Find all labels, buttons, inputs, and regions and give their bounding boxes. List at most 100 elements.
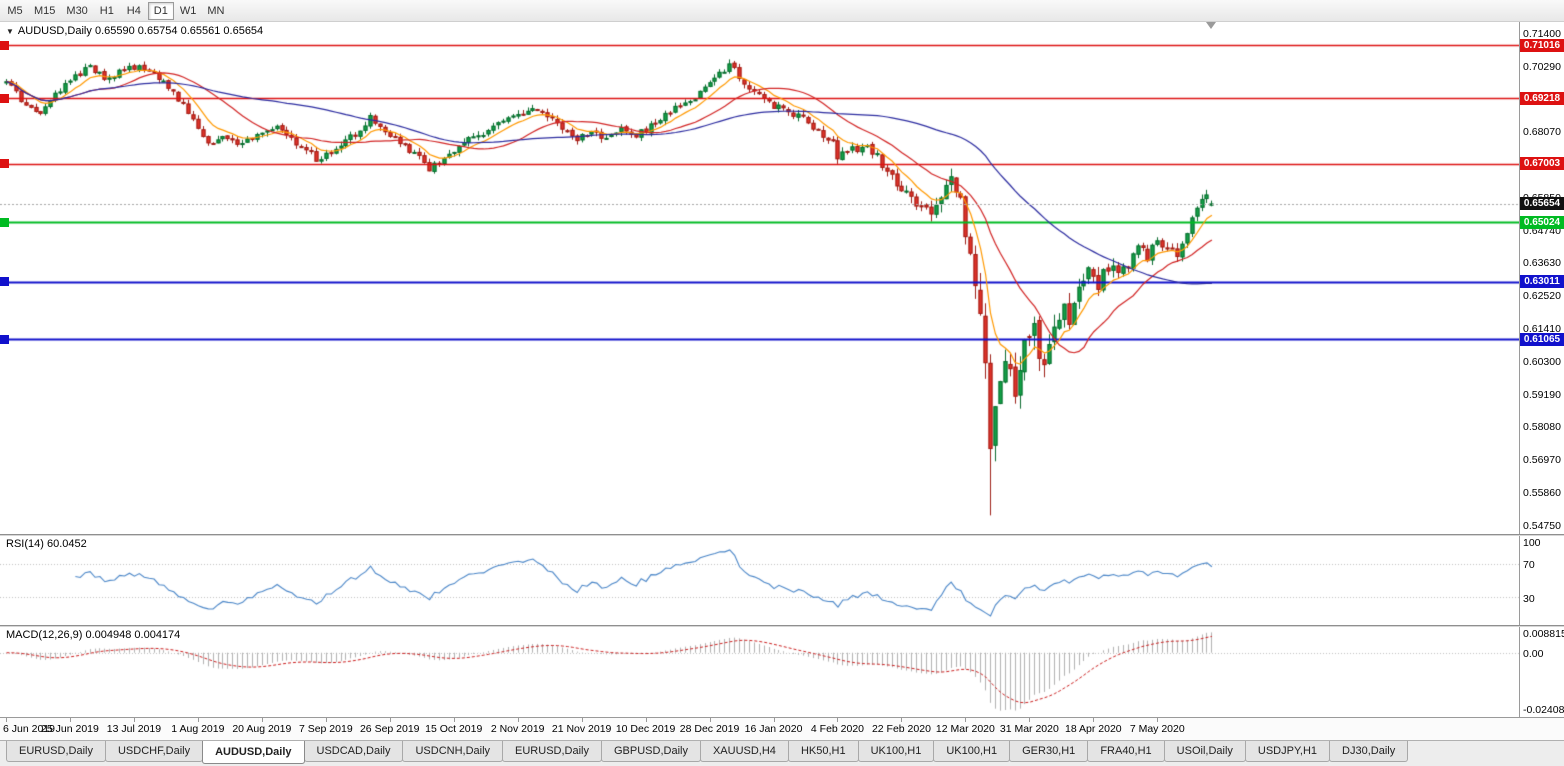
x-axis-label: 13 Jul 2019 xyxy=(106,723,162,735)
current-price-tag: 0.65654 xyxy=(1520,197,1564,211)
panel-splitter[interactable] xyxy=(0,534,1564,536)
y-axis-label: 0.55860 xyxy=(1523,486,1561,499)
tab-usdchf-daily[interactable]: USDCHF,Daily xyxy=(104,741,204,762)
time-axis-tick xyxy=(6,718,7,722)
level-left-tag[interactable] xyxy=(0,40,9,50)
y-axis-label: 0.63630 xyxy=(1523,257,1561,270)
tab-usdcnh-daily[interactable]: USDCNH,Daily xyxy=(402,741,504,762)
rsi-panel: RSI(14) 60.0452 xyxy=(0,536,1564,625)
tab-eurusd-daily[interactable]: EURUSD,Daily xyxy=(6,741,106,762)
level-price-tag: 0.61065 xyxy=(1520,332,1564,346)
level-price-tag: 0.63011 xyxy=(1520,275,1564,289)
chart-title: ▼ AUDUSD,Daily 0.65590 0.65754 0.65561 0.… xyxy=(6,25,263,37)
y-axis-label: 0.71400 xyxy=(1523,27,1561,40)
price-axis-line xyxy=(1519,22,1520,718)
chart-shift-marker[interactable] xyxy=(1206,22,1217,29)
x-axis-label: 7 May 2020 xyxy=(1129,723,1185,735)
timeframe-m30[interactable]: M30 xyxy=(66,4,88,17)
tab-xauusd-h4[interactable]: XAUUSD,H4 xyxy=(699,741,789,762)
level-left-tag[interactable] xyxy=(0,277,9,287)
x-axis-label: 1 Aug 2019 xyxy=(171,723,225,735)
rsi-axis-label: 30 xyxy=(1523,592,1535,605)
tab-usdjpy-h1[interactable]: USDJPY,H1 xyxy=(1244,741,1331,762)
x-axis-label: 18 Apr 2020 xyxy=(1064,723,1122,735)
time-axis-tick xyxy=(965,718,966,722)
tab-usoil-daily[interactable]: USOil,Daily xyxy=(1163,741,1246,762)
x-axis-label: 28 Dec 2019 xyxy=(679,723,740,735)
x-axis-label: 2 Nov 2019 xyxy=(490,723,545,735)
time-axis-tick xyxy=(70,718,71,722)
time-axis-tick xyxy=(134,718,135,722)
time-axis-tick xyxy=(518,718,519,722)
macd-axis-max-label: 0.008815 xyxy=(1523,628,1564,640)
y-axis-label: 0.61410 xyxy=(1523,322,1561,335)
y-axis-label: 0.58080 xyxy=(1523,421,1561,434)
x-axis-label: 26 Sep 2019 xyxy=(359,723,420,735)
x-axis-label: 7 Sep 2019 xyxy=(298,723,353,735)
x-axis-label: 4 Feb 2020 xyxy=(810,723,865,735)
main-chart-panel: ▼ AUDUSD,Daily 0.65590 0.65754 0.65561 0.… xyxy=(0,22,1564,534)
timeframe-h4[interactable]: H4 xyxy=(126,4,141,17)
tab-uk100-h1[interactable]: UK100,H1 xyxy=(933,741,1011,762)
tab-dj30-daily[interactable]: DJ30,Daily xyxy=(1329,741,1409,762)
rsi-axis-label: 70 xyxy=(1523,558,1535,571)
time-axis-tick xyxy=(390,718,391,722)
macd-label: MACD(12,26,9) 0.004948 0.004174 xyxy=(6,629,181,641)
tab-ger30-h1[interactable]: GER30,H1 xyxy=(1009,741,1089,762)
time-axis-tick xyxy=(710,718,711,722)
macd-axis-min-label: -0.024082 xyxy=(1523,704,1564,716)
level-left-tag[interactable] xyxy=(0,159,9,169)
macd-canvas[interactable] xyxy=(0,627,1519,717)
timeframe-mn[interactable]: MN xyxy=(207,4,225,17)
y-axis-label: 0.60300 xyxy=(1523,355,1561,368)
x-axis-label: 6 Jun 2019 xyxy=(3,723,55,735)
timeframe-d1[interactable]: D1 xyxy=(147,1,174,20)
tab-eurusd-daily[interactable]: EURUSD,Daily xyxy=(502,741,602,762)
main-chart-canvas[interactable] xyxy=(0,22,1519,534)
tab-fra40-h1[interactable]: FRA40,H1 xyxy=(1087,741,1165,762)
timeframe-toolbar: M5 M15 M30 H1 H4 D1 W1 MN xyxy=(0,0,1564,22)
tab-hk50-h1[interactable]: HK50,H1 xyxy=(787,741,859,762)
level-left-tag[interactable] xyxy=(0,334,9,344)
time-axis-tick xyxy=(326,718,327,722)
time-axis-tick xyxy=(582,718,583,722)
time-axis[interactable]: 6 Jun 2019 25 Jun 2019 13 Jul 2019 1 Aug 20… xyxy=(0,718,1564,740)
symbol-dropdown-icon[interactable]: ▼ xyxy=(6,27,14,36)
time-axis-tick xyxy=(1157,718,1158,722)
tab-uk100-h1[interactable]: UK100,H1 xyxy=(857,741,935,762)
level-price-tag: 0.69218 xyxy=(1520,91,1564,105)
x-axis-label: 16 Jan 2020 xyxy=(744,723,803,735)
time-axis-line xyxy=(0,717,1564,718)
x-axis-label: 15 Oct 2019 xyxy=(425,723,483,735)
y-axis-label: 0.59190 xyxy=(1523,388,1561,401)
y-axis-label: 0.68070 xyxy=(1523,126,1561,139)
time-axis-tick xyxy=(198,718,199,722)
level-price-tag: 0.71016 xyxy=(1520,38,1564,52)
x-axis-label: 12 Mar 2020 xyxy=(935,723,995,735)
x-axis-label: 21 Nov 2019 xyxy=(551,723,612,735)
tab-audusd-daily[interactable]: AUDUSD,Daily xyxy=(202,741,305,764)
tab-gbpusd-daily[interactable]: GBPUSD,Daily xyxy=(601,741,701,762)
level-left-tag[interactable] xyxy=(0,93,9,103)
time-axis-tick xyxy=(774,718,775,722)
rsi-canvas[interactable] xyxy=(0,536,1519,625)
timeframe-h1[interactable]: H1 xyxy=(99,4,114,17)
x-axis-label: 10 Dec 2019 xyxy=(615,723,676,735)
macd-panel: MACD(12,26,9) 0.004948 0.004174 xyxy=(0,627,1564,717)
y-axis-label: 0.62520 xyxy=(1523,290,1561,303)
time-axis-tick xyxy=(901,718,902,722)
y-axis-label: 0.56970 xyxy=(1523,454,1561,467)
timeframe-m5[interactable]: M5 xyxy=(7,4,23,17)
level-price-tag: 0.67003 xyxy=(1520,157,1564,171)
timeframe-m15[interactable]: M15 xyxy=(34,4,56,17)
level-left-tag[interactable] xyxy=(0,217,9,227)
time-axis-tick xyxy=(1029,718,1030,722)
timeframe-w1[interactable]: W1 xyxy=(179,4,197,17)
x-axis-label: 20 Aug 2019 xyxy=(232,723,292,735)
time-axis-tick xyxy=(1093,718,1094,722)
tab-usdcad-daily[interactable]: USDCAD,Daily xyxy=(303,741,404,762)
chart-ohlc: 0.65590 0.65754 0.65561 0.65654 xyxy=(94,25,264,37)
chart-tabs-bar: EURUSD,Daily USDCHF,Daily AUDUSD,Daily USDC… xyxy=(0,740,1564,766)
y-axis-label: 0.70290 xyxy=(1523,60,1561,73)
panel-splitter[interactable] xyxy=(0,625,1564,627)
